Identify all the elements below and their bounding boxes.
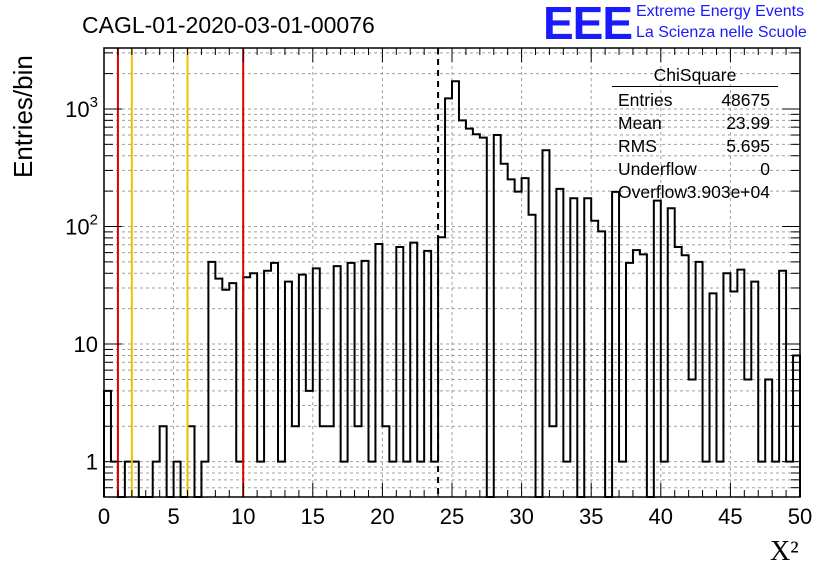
histogram-bin <box>668 208 675 497</box>
histogram-bin <box>104 391 111 497</box>
histogram-bin <box>751 282 758 497</box>
histogram-bin <box>306 391 313 497</box>
histogram-bin <box>494 135 501 497</box>
histogram-bin <box>723 273 730 497</box>
stats-box: ChiSquare Entries 48675 Mean 23.99 RMS 5.69… <box>612 64 778 204</box>
x-tick-label: 50 <box>788 504 812 529</box>
histogram-bin <box>584 198 591 497</box>
entries-label: Entries <box>618 90 673 110</box>
overflow-value: 3.903e+04 <box>686 182 770 202</box>
histogram-bin <box>675 247 682 497</box>
histogram-bin <box>299 275 306 497</box>
y-tick-label: 102 <box>65 212 98 240</box>
histogram-bin <box>466 129 473 497</box>
histogram-bin <box>473 134 480 497</box>
y-tick-label: 1 <box>86 450 98 475</box>
stats-row-mean: Mean 23.99 <box>612 112 778 135</box>
histogram-line <box>103 80 801 498</box>
rms-label: RMS <box>618 136 657 156</box>
x-tick-label: 25 <box>440 504 464 529</box>
stats-row-underflow: Underflow 0 <box>612 158 778 181</box>
x-tick-label: 30 <box>509 504 533 529</box>
histogram-bin <box>640 254 647 497</box>
histogram-bin <box>570 198 577 497</box>
stats-row-rms: RMS 5.695 <box>612 135 778 158</box>
underflow-label: Underflow <box>618 159 697 179</box>
x-tick-label: 35 <box>579 504 603 529</box>
logo-line-1: Extreme Energy Events <box>636 3 805 20</box>
plot-title: CAGL-01-2020-03-01-00076 <box>82 12 375 38</box>
histogram-bin <box>779 271 786 497</box>
histogram-bin <box>250 273 257 497</box>
x-tick-label: 5 <box>167 504 179 529</box>
x-axis-label: X² <box>770 536 799 567</box>
histogram-bin <box>682 255 689 497</box>
histogram-bin <box>396 247 403 497</box>
histogram-bin <box>438 237 445 497</box>
x-tick-label: 15 <box>301 504 325 529</box>
y-axis-label: Entries/bin <box>8 55 38 178</box>
cut-lines <box>116 48 440 497</box>
histogram-bin <box>215 279 222 497</box>
overflow-label: Overflow <box>618 182 688 202</box>
mean-label: Mean <box>618 113 662 133</box>
histogram-bin <box>285 282 292 497</box>
eee-logo: EEE <box>543 0 633 49</box>
histogram-bin <box>710 293 717 497</box>
y-tick-label: 10 <box>74 332 98 357</box>
logo-line-2: La Scienza nelle Scuole <box>636 24 807 41</box>
histogram-bin <box>264 271 271 497</box>
x-tick-label: 0 <box>98 504 110 529</box>
histogram-bin <box>452 81 459 497</box>
stats-name: ChiSquare <box>612 64 778 87</box>
histogram-bin <box>334 266 341 497</box>
histogram-bin <box>598 231 605 497</box>
stats-row-entries: Entries 48675 <box>612 89 778 112</box>
axis-tick-labels: 0 5 10 15 20 25 30 35 40 45 50 1 10 102 103 <box>65 94 812 529</box>
histogram-bin <box>633 250 640 497</box>
x-tick-label: 40 <box>649 504 673 529</box>
histogram-bin <box>229 283 236 497</box>
histogram-bin <box>222 290 229 497</box>
histogram-bin <box>243 277 250 497</box>
y-tick-label: 103 <box>65 94 98 122</box>
histogram-bin <box>556 189 563 497</box>
histogram-bin <box>737 270 744 497</box>
histogram-bin <box>730 291 737 497</box>
histogram-bin <box>501 164 508 497</box>
histogram-bin <box>542 150 549 497</box>
stats-row-overflow: Overflow 3.903e+04 <box>612 181 778 204</box>
x-tick-label: 20 <box>370 504 394 529</box>
entries-value: 48675 <box>721 90 770 110</box>
histogram-series <box>103 80 801 498</box>
underflow-value: 0 <box>760 159 770 179</box>
grid-lines <box>104 48 800 497</box>
x-tick-label: 45 <box>718 504 742 529</box>
histogram-bin <box>313 268 320 497</box>
rms-value: 5.695 <box>726 136 770 156</box>
mean-value: 23.99 <box>726 113 770 133</box>
axis-ticks <box>103 48 801 498</box>
x-tick-label: 10 <box>231 504 255 529</box>
histogram-bin <box>522 178 529 497</box>
histogram-bin <box>445 98 452 497</box>
